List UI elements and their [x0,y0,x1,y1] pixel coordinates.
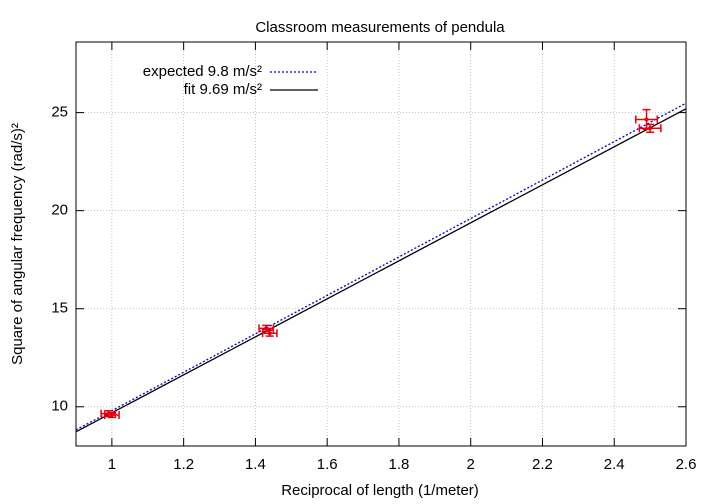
x-tick-label: 1.8 [389,456,410,473]
x-tick-label: 2.4 [604,456,625,473]
chart-title: Classroom measurements of pendula [255,19,505,36]
y-tick-label: 15 [51,300,68,317]
x-tick-label: 2 [467,456,475,473]
x-axis-label: Reciprocal of length (1/meter) [281,482,479,499]
fit-line [75,108,687,433]
data-point [109,413,114,418]
y-axis-label: Square of angular frequency (rad/s)² [9,123,26,365]
data-point [267,331,272,336]
fit-line [75,102,687,431]
legend-label: expected 9.8 m/s² [143,63,262,80]
data-point [644,117,649,122]
plot-border [75,41,687,447]
x-tick-label: 1.2 [173,456,194,473]
x-tick-label: 2.2 [532,456,553,473]
x-tick-label: 1 [108,456,116,473]
y-tick-label: 25 [51,104,68,121]
data-point [264,326,269,331]
data-point [648,126,653,131]
y-tick-label: 20 [51,202,68,219]
legend-label: fit 9.69 m/s² [184,81,262,98]
x-tick-label: 2.6 [676,456,697,473]
y-tick-label: 10 [51,398,68,415]
x-tick-label: 1.4 [245,456,266,473]
x-tick-label: 1.6 [317,456,338,473]
